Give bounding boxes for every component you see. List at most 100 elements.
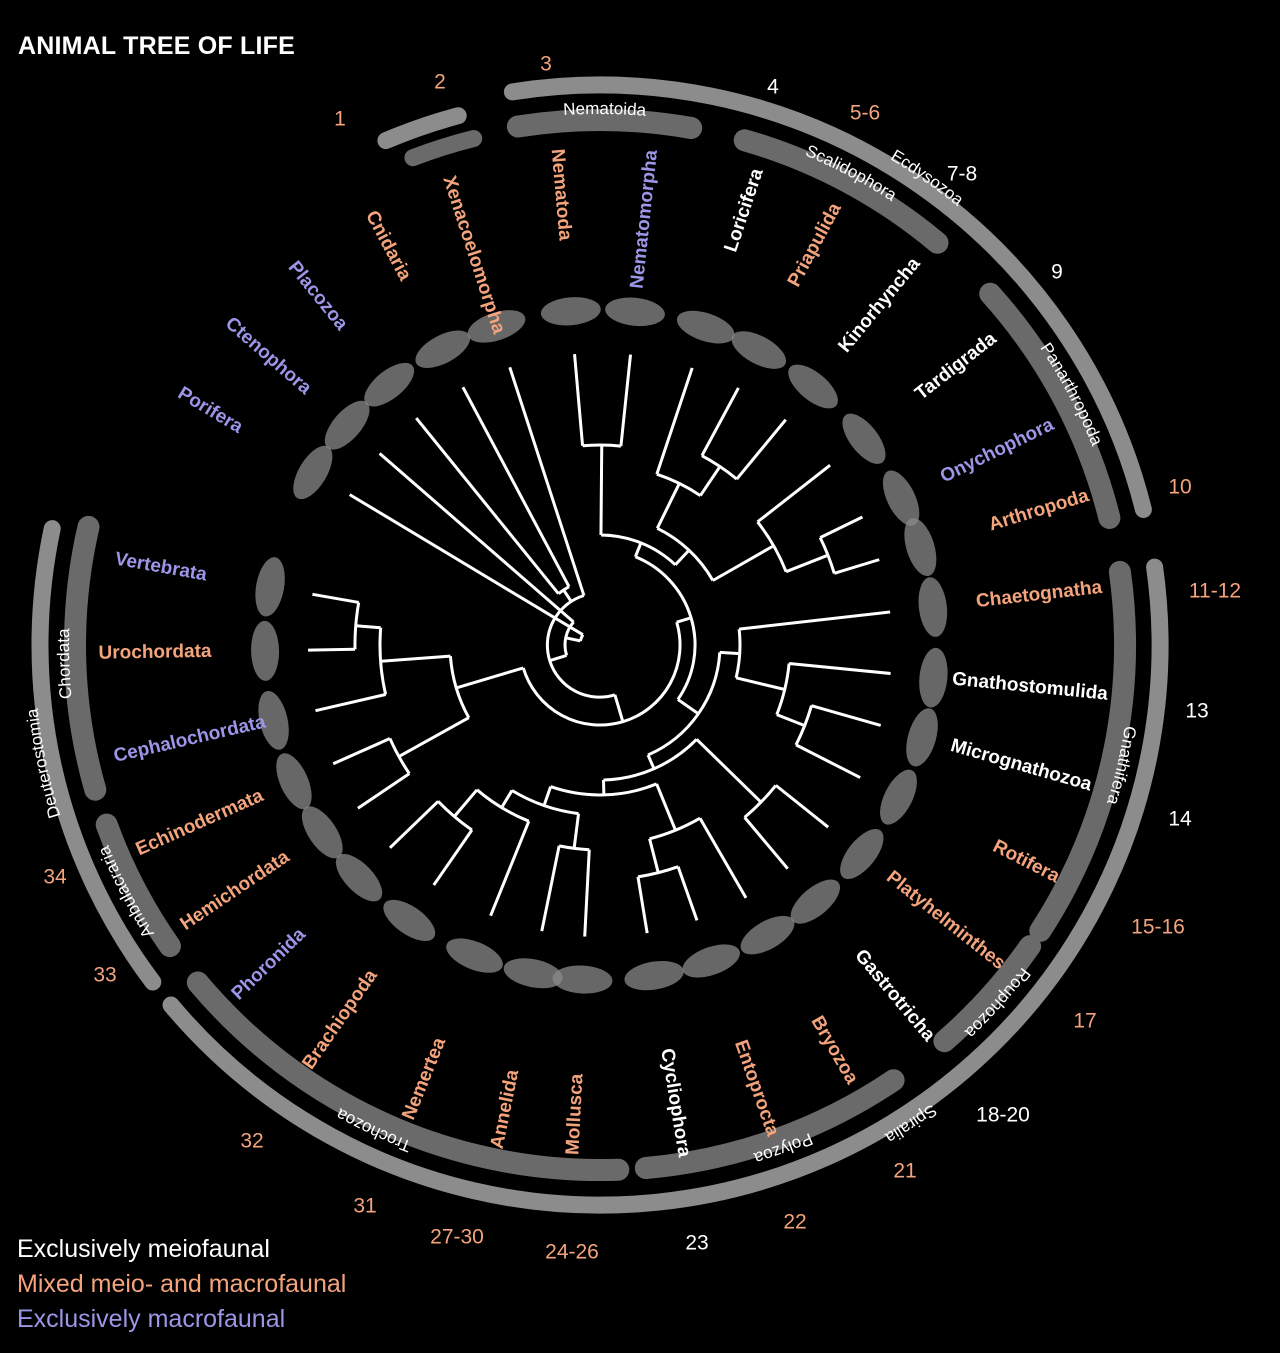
organism-image-vertebrata bbox=[255, 557, 285, 617]
tree-branch bbox=[646, 754, 656, 770]
clade-band-polyzoa bbox=[634, 1069, 905, 1179]
tree-branch bbox=[508, 366, 586, 597]
reference-number: 9 bbox=[1051, 261, 1063, 284]
tree-node-arc bbox=[521, 621, 682, 727]
reference-number: 17 bbox=[1073, 1010, 1096, 1033]
reference-number: 23 bbox=[685, 1232, 708, 1255]
page-title: ANIMAL TREE OF LIFE bbox=[18, 32, 295, 60]
tree-branch bbox=[788, 662, 891, 675]
tree-node-arc bbox=[600, 533, 677, 566]
tree-branch bbox=[674, 549, 691, 566]
organism-image-platyhelminthes bbox=[840, 828, 884, 880]
reference-number: 5-6 bbox=[850, 102, 880, 125]
taxon-label-chaetognatha: Chaetognatha bbox=[975, 577, 1104, 612]
taxon-label-vertebrata: Vertebrata bbox=[113, 549, 209, 586]
clade-band-deuterostomia bbox=[31, 520, 162, 991]
tree-branch bbox=[633, 542, 643, 558]
reference-number: 32 bbox=[240, 1130, 263, 1153]
tree-node-arc bbox=[378, 627, 388, 695]
taxon-label-loricifera: Loricifera bbox=[720, 165, 767, 254]
tree-branch bbox=[308, 647, 356, 652]
organism-image-chaetognatha bbox=[918, 577, 948, 637]
tree-branch bbox=[572, 813, 581, 849]
organism-image-onychophora bbox=[882, 470, 920, 526]
organism-image-echinodermata bbox=[276, 753, 312, 810]
tree-branch bbox=[655, 783, 677, 831]
tree-branch bbox=[357, 772, 411, 810]
clade-label: Chordata bbox=[54, 628, 76, 700]
reference-number: 27-30 bbox=[430, 1226, 484, 1249]
organism-image-entoprocta bbox=[682, 944, 740, 978]
clade-band-chordata bbox=[64, 515, 107, 801]
legend: Exclusively meiofaunal Mixed meio- and m… bbox=[17, 1232, 346, 1337]
tree-branch bbox=[432, 829, 474, 886]
clade-band-trochozoa bbox=[186, 971, 630, 1182]
tree-node-arc bbox=[701, 454, 738, 481]
taxon-label-ctenophora: Ctenophora bbox=[221, 313, 316, 399]
tree-branch bbox=[735, 418, 787, 481]
tree-branch bbox=[735, 676, 786, 691]
organism-images bbox=[251, 297, 948, 994]
reference-number: 15-16 bbox=[1131, 916, 1185, 939]
organism-image-rotifera bbox=[880, 769, 917, 825]
taxon-label-onychophora: Onychophora bbox=[937, 414, 1058, 487]
tree-branch bbox=[573, 353, 585, 446]
tree-branch bbox=[453, 788, 479, 818]
organism-image-hemichordata bbox=[301, 806, 343, 859]
organism-image-phoronida bbox=[335, 854, 383, 902]
tree-branch bbox=[599, 444, 604, 536]
clade-band-ambulacraria bbox=[95, 813, 181, 958]
clade-band-rouphozoa bbox=[933, 935, 1042, 1053]
tree-branch bbox=[461, 386, 571, 588]
legend-item-mixed: Mixed meio- and macrofaunal bbox=[17, 1270, 347, 1298]
reference-number: 11-12 bbox=[1189, 580, 1241, 603]
tree-branch bbox=[699, 465, 722, 497]
taxon-label-nematomorpha: Nematomorpha bbox=[627, 148, 662, 289]
reference-number: 22 bbox=[783, 1211, 806, 1234]
tree-branch bbox=[833, 558, 880, 575]
taxon-label-mollusca: Mollusca bbox=[562, 1073, 587, 1156]
organism-image-brachiopoda bbox=[383, 899, 436, 942]
organism-image-xenacoelomorpha bbox=[467, 310, 526, 343]
tree-branch bbox=[776, 713, 806, 728]
taxon-label-micrognathozoa: Micrognathozoa bbox=[948, 735, 1094, 795]
tree-branch bbox=[415, 417, 560, 595]
organism-image-micrognathozoa bbox=[906, 708, 938, 767]
organism-image-mollusca bbox=[552, 965, 613, 994]
tree-branch bbox=[542, 786, 553, 807]
taxon-label-placozoa: Placozoa bbox=[284, 257, 352, 335]
taxon-label-nemertea: Nemertea bbox=[398, 1034, 450, 1123]
tree-node-arc bbox=[558, 844, 590, 852]
tree-branches bbox=[308, 353, 891, 937]
tree-branch bbox=[695, 738, 763, 804]
tree-branch bbox=[355, 624, 381, 630]
taxon-label-tardigrada: Tardigrada bbox=[911, 328, 1001, 404]
taxon-label-gnathostomulida: Gnathostomulida bbox=[951, 669, 1109, 705]
taxon-label-xenacoelomorpha: Xenacoelomorpha bbox=[438, 173, 509, 337]
tree-branch bbox=[455, 666, 524, 690]
legend-item-meiofaunal: Exclusively meiofaunal bbox=[17, 1235, 270, 1263]
taxon-label-echinodermata: Echinodermata bbox=[133, 785, 267, 860]
tree-branch bbox=[380, 654, 451, 663]
taxon-label-entoprocta: Entoprocta bbox=[730, 1037, 783, 1139]
tree-branch bbox=[795, 743, 861, 779]
organism-image-cephalochordata bbox=[258, 690, 289, 750]
organism-image-placozoa bbox=[364, 362, 415, 407]
organism-image-arthropoda bbox=[904, 518, 937, 577]
taxon-label-gastrotricha: Gastrotricha bbox=[850, 946, 939, 1046]
tree-branch bbox=[315, 693, 386, 713]
taxon-label-cycliophora: Cycliophora bbox=[656, 1047, 695, 1159]
organism-image-annelida bbox=[503, 958, 563, 989]
tree-branch bbox=[655, 482, 681, 529]
organism-image-bryozoa bbox=[740, 915, 795, 955]
organism-image-cycliophora bbox=[624, 960, 684, 991]
tree-node-arc bbox=[557, 585, 570, 595]
taxon-label-cephalochordata: Cephalochordata bbox=[112, 711, 268, 766]
clade-band-scalidophora bbox=[733, 129, 949, 254]
tree-branch bbox=[540, 845, 561, 932]
reference-number: 14 bbox=[1168, 808, 1192, 831]
organism-image-kinorhyncha bbox=[788, 364, 838, 409]
organism-image-urochordata bbox=[251, 620, 280, 681]
clade-band-xenacoelomorpha-inner bbox=[404, 130, 483, 167]
taxon-label-porifera: Porifera bbox=[174, 383, 247, 438]
